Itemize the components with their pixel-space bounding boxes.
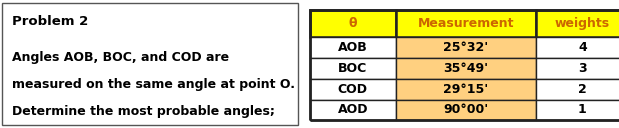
Bar bbox=[310, 37, 396, 58]
Bar bbox=[396, 79, 536, 100]
Text: 1: 1 bbox=[578, 103, 587, 116]
Bar bbox=[310, 10, 396, 37]
Text: Measurement: Measurement bbox=[418, 17, 514, 30]
Bar bbox=[310, 100, 396, 120]
Text: measured on the same angle at point O.: measured on the same angle at point O. bbox=[12, 78, 295, 91]
Text: Angles AOB, BOC, and COD are: Angles AOB, BOC, and COD are bbox=[12, 51, 229, 64]
Text: 25°32': 25°32' bbox=[443, 41, 488, 54]
Bar bbox=[396, 100, 536, 120]
Text: Determine the most probable angles;: Determine the most probable angles; bbox=[12, 105, 275, 118]
Bar bbox=[536, 10, 619, 37]
Text: AOD: AOD bbox=[337, 103, 368, 116]
Text: 35°49': 35°49' bbox=[443, 62, 488, 75]
Text: θ: θ bbox=[348, 17, 357, 30]
Bar bbox=[396, 37, 536, 58]
Bar bbox=[310, 58, 396, 79]
Bar bbox=[536, 100, 619, 120]
Bar bbox=[536, 79, 619, 100]
Bar bbox=[396, 58, 536, 79]
Text: COD: COD bbox=[338, 83, 368, 96]
Bar bbox=[396, 10, 536, 37]
Text: BOC: BOC bbox=[338, 62, 368, 75]
Bar bbox=[536, 58, 619, 79]
Text: 90°00': 90°00' bbox=[443, 103, 488, 116]
Text: Problem 2: Problem 2 bbox=[12, 15, 89, 28]
Bar bbox=[536, 37, 619, 58]
Text: AOB: AOB bbox=[338, 41, 368, 54]
Text: 3: 3 bbox=[578, 62, 587, 75]
Text: weights: weights bbox=[555, 17, 610, 30]
Text: 29°15': 29°15' bbox=[443, 83, 488, 96]
Bar bbox=[310, 10, 619, 120]
Text: 2: 2 bbox=[578, 83, 587, 96]
Text: 4: 4 bbox=[578, 41, 587, 54]
Bar bbox=[310, 79, 396, 100]
